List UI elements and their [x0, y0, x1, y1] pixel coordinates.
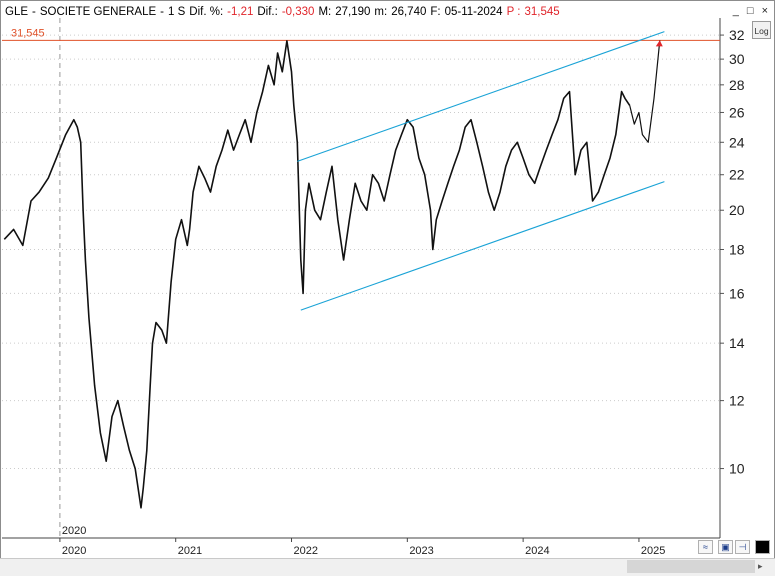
- y-tick-label: 10: [729, 461, 745, 477]
- projection-line: [629, 40, 661, 143]
- y-tick-label: 18: [729, 242, 745, 258]
- scroll-thumb[interactable]: [627, 560, 755, 573]
- x-tick-label: 2025: [641, 545, 665, 557]
- period: 1 S: [168, 6, 186, 18]
- min-label: m:: [374, 6, 388, 18]
- y-tick-label: 24: [729, 134, 745, 150]
- y-tick-label: 26: [729, 104, 745, 120]
- date-label: F:: [430, 6, 441, 18]
- color-swatch-icon[interactable]: [755, 540, 770, 554]
- y-tick-label: 12: [729, 393, 745, 409]
- level-label: 31,545: [11, 27, 45, 39]
- chart-header: GLE - SOCIETE GENERALE -1 S Dif. %: -1,21 Dif.…: [5, 4, 564, 20]
- y-tick-label: 30: [729, 51, 745, 67]
- symbol: GLE: [5, 6, 29, 18]
- dif-value: -0,330: [281, 6, 315, 18]
- minimize-button[interactable]: _: [732, 5, 739, 17]
- x-tick-label: 2022: [294, 545, 318, 557]
- price-series-line: [3, 40, 631, 509]
- channel-lower-line: [300, 181, 665, 311]
- x-tick-label: 2020: [62, 545, 86, 557]
- save-icon[interactable]: ▣: [718, 540, 733, 554]
- min-value: 26,740: [391, 6, 427, 18]
- dif-pct-value: -1,21: [227, 6, 254, 18]
- x-tick-label: 2021: [178, 545, 202, 557]
- dif-pct-label: Dif. %:: [189, 6, 224, 18]
- window-controls: _ □ ×: [725, 5, 768, 17]
- maximize-button[interactable]: □: [746, 5, 754, 17]
- pin-icon[interactable]: ⊣: [735, 540, 750, 554]
- channel-upper-line: [297, 31, 665, 162]
- header-separator: -: [32, 6, 36, 18]
- max-label: M:: [318, 6, 332, 18]
- log-scale-button[interactable]: Log: [752, 21, 771, 39]
- y-tick-label: 22: [729, 167, 745, 183]
- y-tick-label: 14: [729, 335, 745, 351]
- wave-icon[interactable]: ≈: [698, 540, 713, 554]
- y-tick-label: 28: [729, 77, 745, 93]
- company-name: SOCIETE GENERALE: [39, 6, 157, 18]
- y-tick-label: 20: [729, 202, 745, 218]
- price-value: 31,545: [524, 6, 560, 18]
- date-value: 05-11-2024: [444, 6, 503, 18]
- max-value: 27,190: [335, 6, 371, 18]
- price-label: P :: [506, 6, 521, 18]
- header-separator-2: -: [160, 6, 165, 18]
- y-tick-label: 32: [729, 27, 745, 43]
- x-tick-label: 2024: [525, 545, 549, 557]
- y-tick-label: 16: [729, 285, 745, 301]
- projection-arrow-tip: [655, 40, 663, 47]
- close-button[interactable]: ×: [761, 5, 768, 17]
- scroll-right-icon[interactable]: ▸: [758, 561, 763, 571]
- dif-label: Dif.:: [257, 6, 278, 18]
- x-tick-label: 2023: [409, 545, 433, 557]
- year-marker-label: 2020: [62, 525, 86, 537]
- horizontal-scrollbar[interactable]: ▸: [0, 558, 775, 576]
